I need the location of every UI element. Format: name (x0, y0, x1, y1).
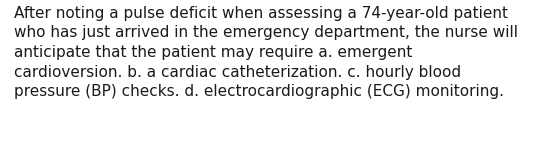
Text: After noting a pulse deficit when assessing a 74-year-old patient
who has just a: After noting a pulse deficit when assess… (14, 6, 518, 99)
